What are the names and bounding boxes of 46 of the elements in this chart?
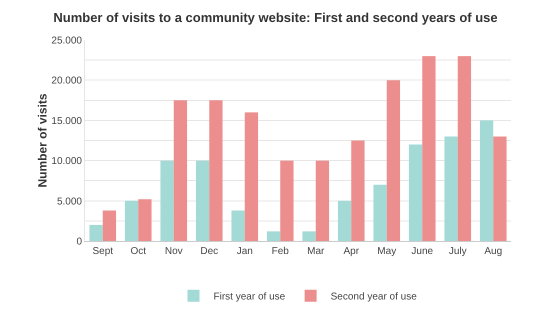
x-tick-label: Feb xyxy=(272,246,290,257)
bar xyxy=(124,200,138,241)
bar xyxy=(458,56,472,241)
bar xyxy=(493,136,507,241)
bar xyxy=(316,160,330,241)
y-tick-label: 25.000 xyxy=(51,36,82,46)
bar xyxy=(209,100,223,241)
bar xyxy=(280,160,294,241)
x-tick-label: Apr xyxy=(343,246,360,257)
bar xyxy=(89,224,103,241)
x-tick-label: Jan xyxy=(236,246,253,257)
bar xyxy=(138,199,152,241)
x-tick-label: Mar xyxy=(307,246,326,257)
bar xyxy=(102,210,116,241)
x-tick-label: June xyxy=(411,246,434,257)
x-tick-label: May xyxy=(377,246,396,257)
x-tick-label: Nov xyxy=(164,246,183,257)
bar xyxy=(231,210,245,241)
y-tick-label: 20.000 xyxy=(51,76,82,87)
y-tick-label: 0 xyxy=(76,236,82,248)
bar xyxy=(338,200,352,241)
y-tick-label: 15.000 xyxy=(51,116,82,127)
x-tick-label: July xyxy=(448,246,467,257)
bar xyxy=(444,136,458,241)
bar xyxy=(244,112,258,241)
bar xyxy=(196,160,210,241)
y-axis-title: Number of visits xyxy=(35,93,50,188)
bar xyxy=(160,160,174,241)
legend-label: Second year of use xyxy=(330,292,418,303)
x-tick-label: Aug xyxy=(484,246,502,257)
bar xyxy=(302,231,316,241)
bar xyxy=(422,56,436,241)
bar xyxy=(351,140,365,241)
y-tick-label: 10.000 xyxy=(51,156,82,168)
y-tick-label: 5.000 xyxy=(56,196,82,208)
x-tick-label: Oct xyxy=(130,246,146,257)
bar xyxy=(480,120,494,241)
chart-title: Number of visits to a community website: First and second years of use xyxy=(53,10,498,25)
bar xyxy=(266,231,280,241)
x-tick-label: Sept xyxy=(92,246,114,257)
bar xyxy=(373,184,387,241)
legend-label: First year of use xyxy=(214,292,286,303)
bar xyxy=(386,80,400,241)
bar xyxy=(174,100,188,241)
x-tick-label: Dec xyxy=(200,246,218,257)
bar xyxy=(408,144,422,241)
